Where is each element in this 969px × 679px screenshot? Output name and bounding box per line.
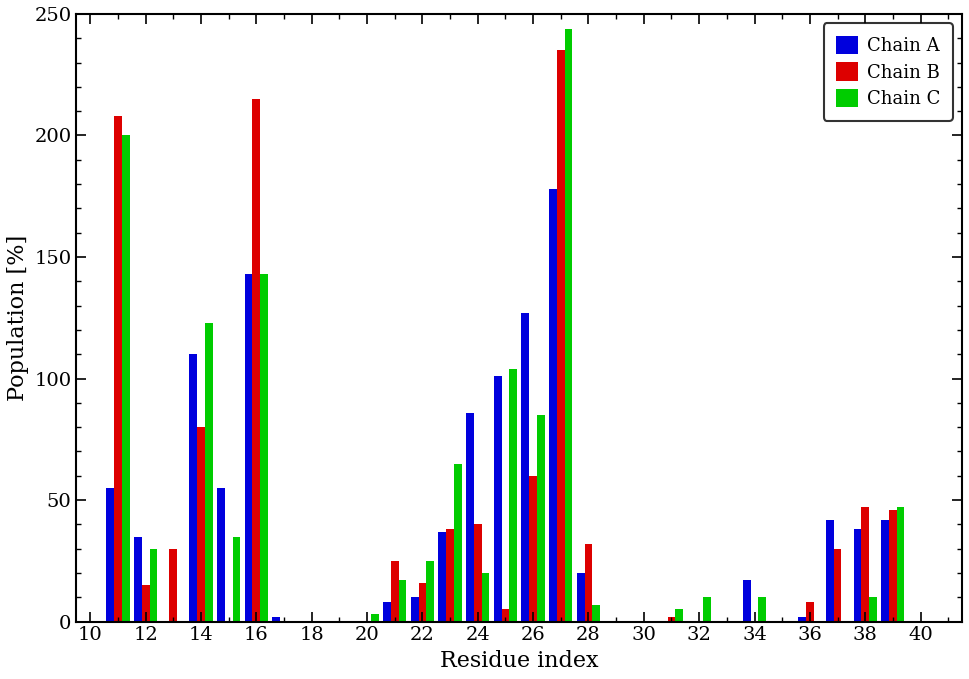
- Bar: [833, 549, 841, 622]
- Bar: [391, 561, 398, 622]
- Bar: [529, 476, 537, 622]
- Bar: [446, 529, 453, 622]
- Bar: [438, 532, 446, 622]
- Bar: [668, 617, 675, 622]
- Bar: [245, 274, 253, 622]
- Bar: [170, 549, 177, 622]
- Bar: [577, 573, 584, 622]
- Bar: [881, 519, 889, 622]
- Bar: [114, 116, 122, 622]
- Bar: [675, 610, 683, 622]
- Bar: [141, 585, 149, 622]
- X-axis label: Residue index: Residue index: [440, 650, 599, 672]
- Bar: [253, 99, 261, 622]
- Bar: [537, 415, 545, 622]
- Bar: [419, 583, 426, 622]
- Legend: Chain A, Chain B, Chain C: Chain A, Chain B, Chain C: [824, 23, 953, 121]
- Bar: [854, 529, 861, 622]
- Bar: [502, 610, 510, 622]
- Bar: [233, 536, 240, 622]
- Bar: [798, 617, 806, 622]
- Bar: [889, 510, 896, 622]
- Bar: [896, 507, 904, 622]
- Bar: [122, 136, 130, 622]
- Bar: [494, 376, 502, 622]
- Bar: [521, 313, 529, 622]
- Bar: [189, 354, 197, 622]
- Bar: [584, 544, 592, 622]
- Bar: [149, 549, 157, 622]
- Bar: [743, 581, 751, 622]
- Bar: [204, 323, 212, 622]
- Bar: [197, 427, 204, 622]
- Bar: [703, 598, 711, 622]
- Bar: [272, 617, 280, 622]
- Bar: [466, 413, 474, 622]
- Bar: [759, 598, 766, 622]
- Bar: [474, 524, 482, 622]
- Bar: [806, 602, 814, 622]
- Bar: [383, 602, 391, 622]
- Bar: [261, 274, 268, 622]
- Bar: [371, 614, 379, 622]
- Bar: [592, 604, 600, 622]
- Bar: [557, 50, 565, 622]
- Bar: [565, 29, 573, 622]
- Bar: [398, 581, 406, 622]
- Bar: [107, 488, 114, 622]
- Bar: [217, 488, 225, 622]
- Bar: [510, 369, 517, 622]
- Y-axis label: Population [%]: Population [%]: [7, 235, 29, 401]
- Bar: [411, 598, 419, 622]
- Bar: [549, 189, 557, 622]
- Bar: [869, 598, 877, 622]
- Bar: [482, 573, 489, 622]
- Bar: [861, 507, 869, 622]
- Bar: [453, 464, 461, 622]
- Bar: [134, 536, 141, 622]
- Bar: [426, 561, 434, 622]
- Bar: [826, 519, 833, 622]
